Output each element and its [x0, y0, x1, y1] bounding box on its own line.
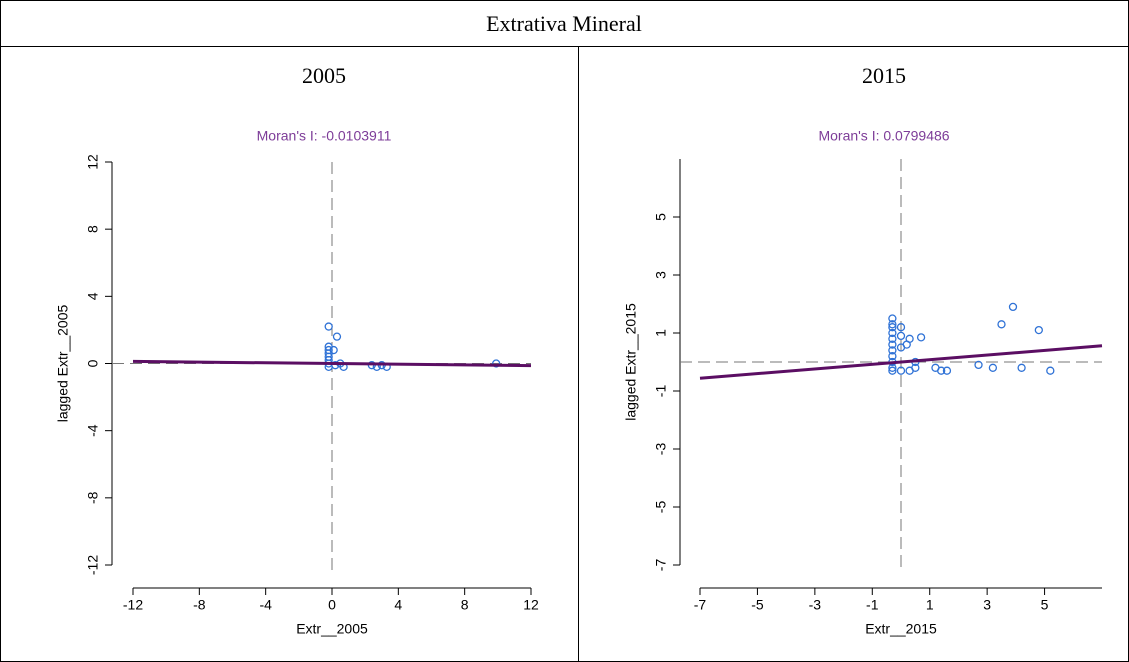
- y-tick-label: 0: [85, 359, 101, 367]
- point: [888, 352, 897, 361]
- x-tick-label: -7: [694, 597, 707, 613]
- y-tick-label: 12: [85, 154, 101, 170]
- point: [331, 361, 340, 370]
- point: [911, 363, 920, 372]
- x-tick-label: -3: [809, 597, 822, 613]
- x-tick-label: -4: [259, 597, 272, 613]
- chart-title: Moran's I: 0.0799486: [818, 128, 949, 144]
- x-tick-label: -8: [193, 597, 206, 613]
- point: [1046, 366, 1055, 375]
- point: [888, 334, 897, 343]
- point: [329, 345, 338, 355]
- y-tick-label: 3: [653, 271, 669, 279]
- point: [937, 366, 946, 375]
- x-axis-label: Extr__2005: [296, 621, 368, 637]
- point: [888, 314, 897, 323]
- point: [1017, 363, 1026, 372]
- chart-title: Moran's I: -0.0103911: [257, 128, 392, 144]
- y-tick-label: 4: [85, 292, 101, 300]
- x-tick-label: 1: [926, 597, 934, 613]
- y-axis-label: lagged Extr__2015: [623, 303, 639, 421]
- point: [888, 366, 897, 375]
- x-tick-label: 0: [328, 597, 336, 613]
- point: [942, 366, 952, 375]
- y-tick-label: 1: [653, 329, 669, 337]
- y-tick-label: -4: [85, 424, 101, 437]
- x-tick-label: -1: [866, 597, 879, 613]
- y-tick-label: -5: [653, 501, 669, 514]
- x-tick-label: -12: [123, 597, 143, 613]
- y-tick-label: -3: [653, 443, 669, 456]
- y-tick-label: -7: [653, 559, 669, 572]
- point: [1034, 325, 1043, 335]
- point: [974, 360, 983, 370]
- point: [888, 323, 897, 332]
- point: [888, 340, 897, 349]
- point: [905, 334, 914, 343]
- point: [1008, 302, 1018, 312]
- point: [997, 320, 1006, 329]
- point: [888, 320, 897, 329]
- point: [988, 363, 998, 372]
- y-tick-label: -1: [653, 385, 669, 398]
- x-axis-label: Extr__2015: [865, 621, 937, 637]
- point: [896, 331, 906, 341]
- point: [896, 323, 906, 332]
- y-tick-label: 5: [653, 213, 669, 221]
- y-tick-label: -8: [85, 491, 101, 504]
- y-axis-label: lagged Extr__2005: [55, 305, 71, 423]
- x-tick-label: 8: [461, 597, 469, 613]
- regression-line: [699, 344, 1103, 380]
- regression-line: [132, 359, 532, 368]
- point: [492, 359, 501, 368]
- column-header: 2015: [862, 63, 906, 88]
- table-title: Extrativa Mineral: [486, 11, 642, 36]
- point: [324, 322, 333, 331]
- point: [916, 333, 926, 342]
- x-tick-label: 12: [523, 597, 539, 613]
- point: [888, 363, 897, 372]
- point: [888, 346, 897, 355]
- y-tick-label: -12: [85, 555, 101, 575]
- point: [332, 332, 342, 341]
- column-header: 2005: [302, 63, 346, 88]
- x-tick-label: 5: [1041, 597, 1049, 613]
- x-tick-label: 4: [394, 597, 402, 613]
- x-tick-label: -5: [751, 597, 764, 613]
- point: [896, 366, 906, 375]
- x-tick-label: 3: [983, 597, 991, 613]
- y-tick-label: 8: [85, 225, 101, 233]
- point: [888, 328, 897, 338]
